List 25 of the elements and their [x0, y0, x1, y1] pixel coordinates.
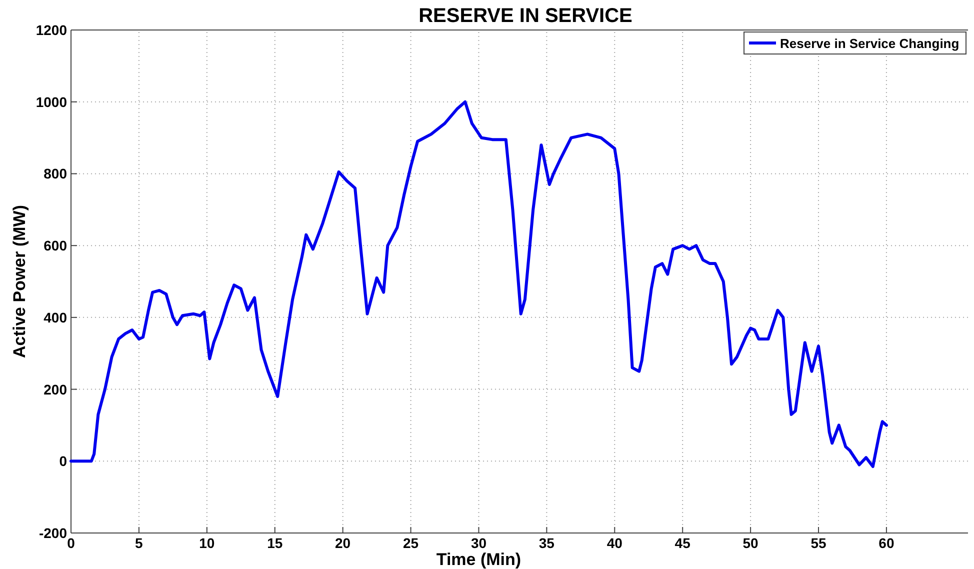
x-tick-label: 30	[470, 535, 487, 551]
y-tick-label: 800	[44, 166, 68, 182]
y-tick-label: 200	[44, 381, 68, 398]
x-tick-label: 15	[267, 535, 283, 551]
y-tick-label: 0	[59, 453, 68, 470]
x-tick-label: 20	[335, 535, 351, 551]
x-tick-label: 5	[135, 535, 144, 551]
x-tick-label: 35	[538, 535, 555, 551]
y-tick-label: 600	[44, 238, 68, 254]
y-tick-label: 400	[44, 309, 68, 326]
x-tick-label: 60	[878, 535, 894, 551]
y-tick-label: -200	[38, 525, 68, 541]
x-tick-label: 45	[674, 535, 691, 551]
x-tick-label: 10	[199, 535, 215, 551]
y-tick-label: 1000	[36, 94, 68, 110]
x-tick-label: 25	[402, 535, 419, 551]
x-axis-title: Time (Min)	[436, 550, 522, 569]
y-tick-label: 1200	[36, 22, 68, 38]
legend-label: Reserve in Service Changing	[780, 36, 960, 51]
x-tick-label: 55	[810, 535, 826, 551]
x-tick-label: 50	[742, 535, 759, 551]
line-series	[70, 100, 888, 468]
chart-title: RESERVE IN SERVICE	[418, 5, 632, 27]
x-tick-label: 40	[606, 535, 623, 551]
y-axis-title: Active Power (MW)	[10, 204, 29, 358]
